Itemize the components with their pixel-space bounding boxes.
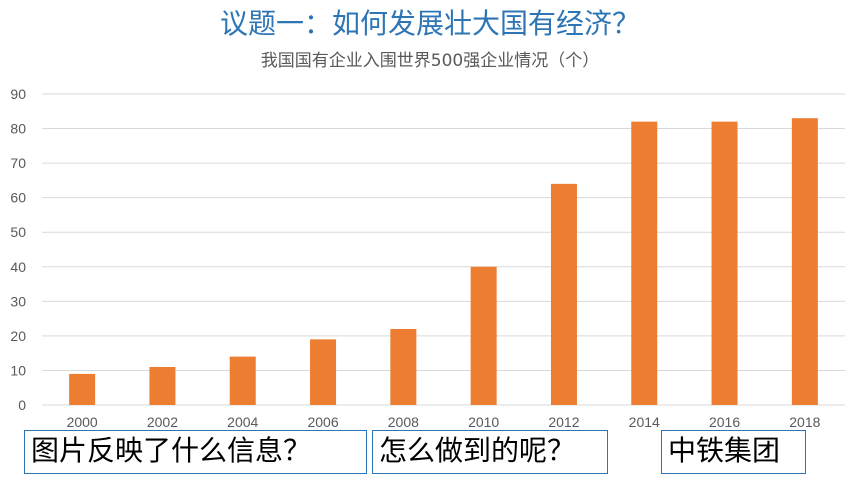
x-tick-label: 2012: [548, 414, 579, 430]
y-tick-label: 80: [10, 121, 26, 137]
example-box-company: 中铁集团: [661, 430, 806, 474]
x-tick-label: 2018: [789, 414, 820, 430]
bar-2008: [390, 328, 417, 405]
bar-2012: [550, 183, 577, 405]
y-tick-label: 20: [10, 328, 26, 344]
y-tick-label: 90: [10, 86, 26, 102]
bar-2004: [229, 356, 256, 405]
y-tick-label: 70: [10, 155, 26, 171]
bar-2010: [470, 266, 497, 405]
question-box-how: 怎么做到的呢？: [372, 430, 608, 474]
bar-2000: [69, 373, 96, 405]
x-tick-label: 2014: [629, 414, 660, 430]
x-tick-label: 2008: [388, 414, 419, 430]
x-tick-label: 2016: [709, 414, 740, 430]
bar-2014: [631, 121, 658, 406]
question-box-info: 图片反映了什么信息？: [24, 430, 367, 474]
y-tick-label: 10: [10, 362, 26, 378]
y-tick-label: 40: [10, 259, 26, 275]
y-tick-label: 0: [18, 397, 26, 413]
x-tick-label: 2002: [147, 414, 178, 430]
slide-heading: 议题一：如何发展壮大国有经济？: [219, 7, 640, 40]
y-tick-label: 30: [10, 293, 26, 309]
bar-2002: [149, 366, 176, 405]
x-tick-label: 2000: [67, 414, 98, 430]
y-tick-label: 60: [10, 190, 26, 206]
bar-2006: [310, 339, 337, 405]
bar-2018: [791, 118, 818, 405]
bar-2016: [711, 121, 738, 406]
chart-title: 我国国有企业入围世界500强企业情况（个）: [260, 51, 600, 71]
x-tick-label: 2010: [468, 414, 499, 430]
x-tick-label: 2006: [307, 414, 338, 430]
x-tick-label: 2004: [227, 414, 258, 430]
y-tick-label: 50: [10, 224, 26, 240]
